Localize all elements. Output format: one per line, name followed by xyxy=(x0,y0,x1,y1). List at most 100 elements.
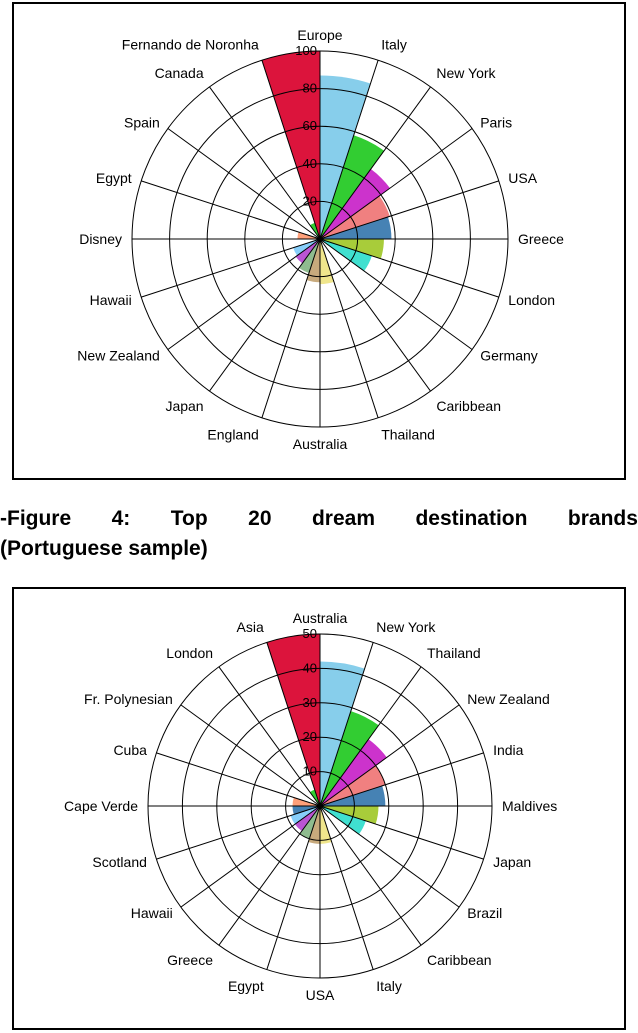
category-label: Caribbean xyxy=(427,952,492,968)
category-labels: Europe Italy New York Paris USA Greece London G… xyxy=(77,27,564,452)
category-label: Fr. Polynesian xyxy=(84,691,173,707)
wedge-caribbean xyxy=(320,239,348,284)
category-label: Egypt xyxy=(228,978,264,994)
wedges xyxy=(266,634,387,846)
caption-word: 4: xyxy=(111,507,131,530)
spoke xyxy=(156,805,321,860)
spoke xyxy=(319,60,379,240)
category-label: Egypt xyxy=(96,170,132,186)
radial-ticks: 50 40 30 20 10 xyxy=(303,626,317,779)
wedge-fernando-de-noronha xyxy=(261,50,320,239)
spoke xyxy=(319,704,460,807)
category-label: Caribbean xyxy=(436,398,501,414)
polar-chart-1: 100 80 60 40 20 Europe Italy New York Paris USA Gr… xyxy=(77,27,564,452)
spoke xyxy=(319,752,484,807)
wedge-japan xyxy=(295,239,320,264)
category-label: Greece xyxy=(518,231,564,247)
spoke xyxy=(319,238,431,392)
spoke xyxy=(319,238,473,350)
wedge-cuba xyxy=(297,791,320,806)
wedge-new-york xyxy=(320,169,390,239)
category-label: England xyxy=(207,426,258,442)
wedge-london xyxy=(320,239,372,272)
spoke xyxy=(156,752,321,807)
category-label: Cuba xyxy=(113,742,147,758)
wedge-england xyxy=(299,239,320,273)
spoke xyxy=(180,704,321,807)
spoke xyxy=(319,666,422,807)
category-label: Japan xyxy=(493,854,531,870)
spokes xyxy=(132,51,508,427)
spoke xyxy=(167,128,321,240)
wedge-greece xyxy=(294,806,320,832)
chart-frame-1: 100 80 60 40 20 Europe Italy New York Paris USA Gr… xyxy=(12,2,626,480)
radial-tick-label: 20 xyxy=(303,729,317,744)
category-label: India xyxy=(493,742,524,758)
wedge-asia xyxy=(266,634,320,806)
category-label: Fernando de Noronha xyxy=(122,37,259,53)
spoke xyxy=(141,180,321,240)
wedge-fr-polynesian xyxy=(303,789,320,806)
category-label: Thailand xyxy=(381,426,435,442)
spokes xyxy=(148,634,492,978)
spoke xyxy=(261,60,321,240)
category-label: USA xyxy=(508,170,537,186)
radial-tick-label: 10 xyxy=(303,764,317,779)
category-label: New York xyxy=(436,65,496,81)
radial-tick-label: 40 xyxy=(303,156,317,171)
spoke xyxy=(319,805,374,970)
radial-tick-label: 80 xyxy=(303,81,317,96)
spoke xyxy=(319,805,460,908)
caption-word: dream xyxy=(311,507,375,530)
category-label: Hawaii xyxy=(131,905,173,921)
wedge-spain xyxy=(304,223,320,239)
spoke xyxy=(266,805,321,970)
category-label: New Zealand xyxy=(77,347,160,363)
chart-frame-2: 50 40 30 20 10 Australia New York Thailand New Z… xyxy=(12,587,626,1030)
radial-tick-label: 100 xyxy=(295,43,317,58)
spoke xyxy=(319,238,499,298)
spoke xyxy=(218,805,321,946)
spoke xyxy=(209,238,321,392)
category-label: Disney xyxy=(79,231,122,247)
spoke xyxy=(167,238,321,350)
spoke xyxy=(218,666,321,807)
radial-tick-label: 60 xyxy=(303,118,317,133)
category-label: Italy xyxy=(376,978,402,994)
polar-chart-2: 50 40 30 20 10 Australia New York Thailand New Z… xyxy=(64,610,557,1003)
caption-line-2: (Portuguese sample) xyxy=(0,537,208,560)
wedge-egypt xyxy=(299,806,320,839)
category-label: Europe xyxy=(297,27,342,43)
category-label: Germany xyxy=(480,347,538,363)
wedge-hawaii xyxy=(290,806,320,825)
radial-ticks: 100 80 60 40 20 xyxy=(295,43,317,208)
spoke xyxy=(319,128,473,240)
caption-word: destination xyxy=(415,507,528,530)
wedge-paris xyxy=(320,195,390,239)
radial-tick-label: 20 xyxy=(303,193,317,208)
spoke xyxy=(209,86,321,240)
figure-caption: -Figure 4: Top 20 dream destination bran… xyxy=(0,504,638,564)
category-label: Greece xyxy=(167,952,213,968)
category-label: Thailand xyxy=(427,645,481,661)
spoke xyxy=(319,805,484,860)
spoke xyxy=(319,180,499,240)
wedge-brazil xyxy=(320,806,357,843)
category-label: New Zealand xyxy=(467,691,550,707)
wedge-japan xyxy=(320,806,366,835)
caption-word: brands xyxy=(567,507,638,530)
category-label: Italy xyxy=(381,37,407,53)
wedge-europe xyxy=(320,75,371,239)
caption-word: Top xyxy=(170,507,208,530)
radial-tick-label: 50 xyxy=(303,626,317,641)
wedge-italy xyxy=(320,135,385,239)
caption-word: 20 xyxy=(248,507,272,530)
spoke xyxy=(319,86,431,240)
category-label: Spain xyxy=(124,115,160,131)
category-label: Japan xyxy=(165,398,203,414)
caption-line-1: -Figure 4: Top 20 dream destination bran… xyxy=(0,504,638,534)
category-label: Asia xyxy=(237,619,264,635)
spoke xyxy=(261,238,321,418)
category-label: Australia xyxy=(293,436,348,452)
wedge-thailand xyxy=(320,739,387,806)
